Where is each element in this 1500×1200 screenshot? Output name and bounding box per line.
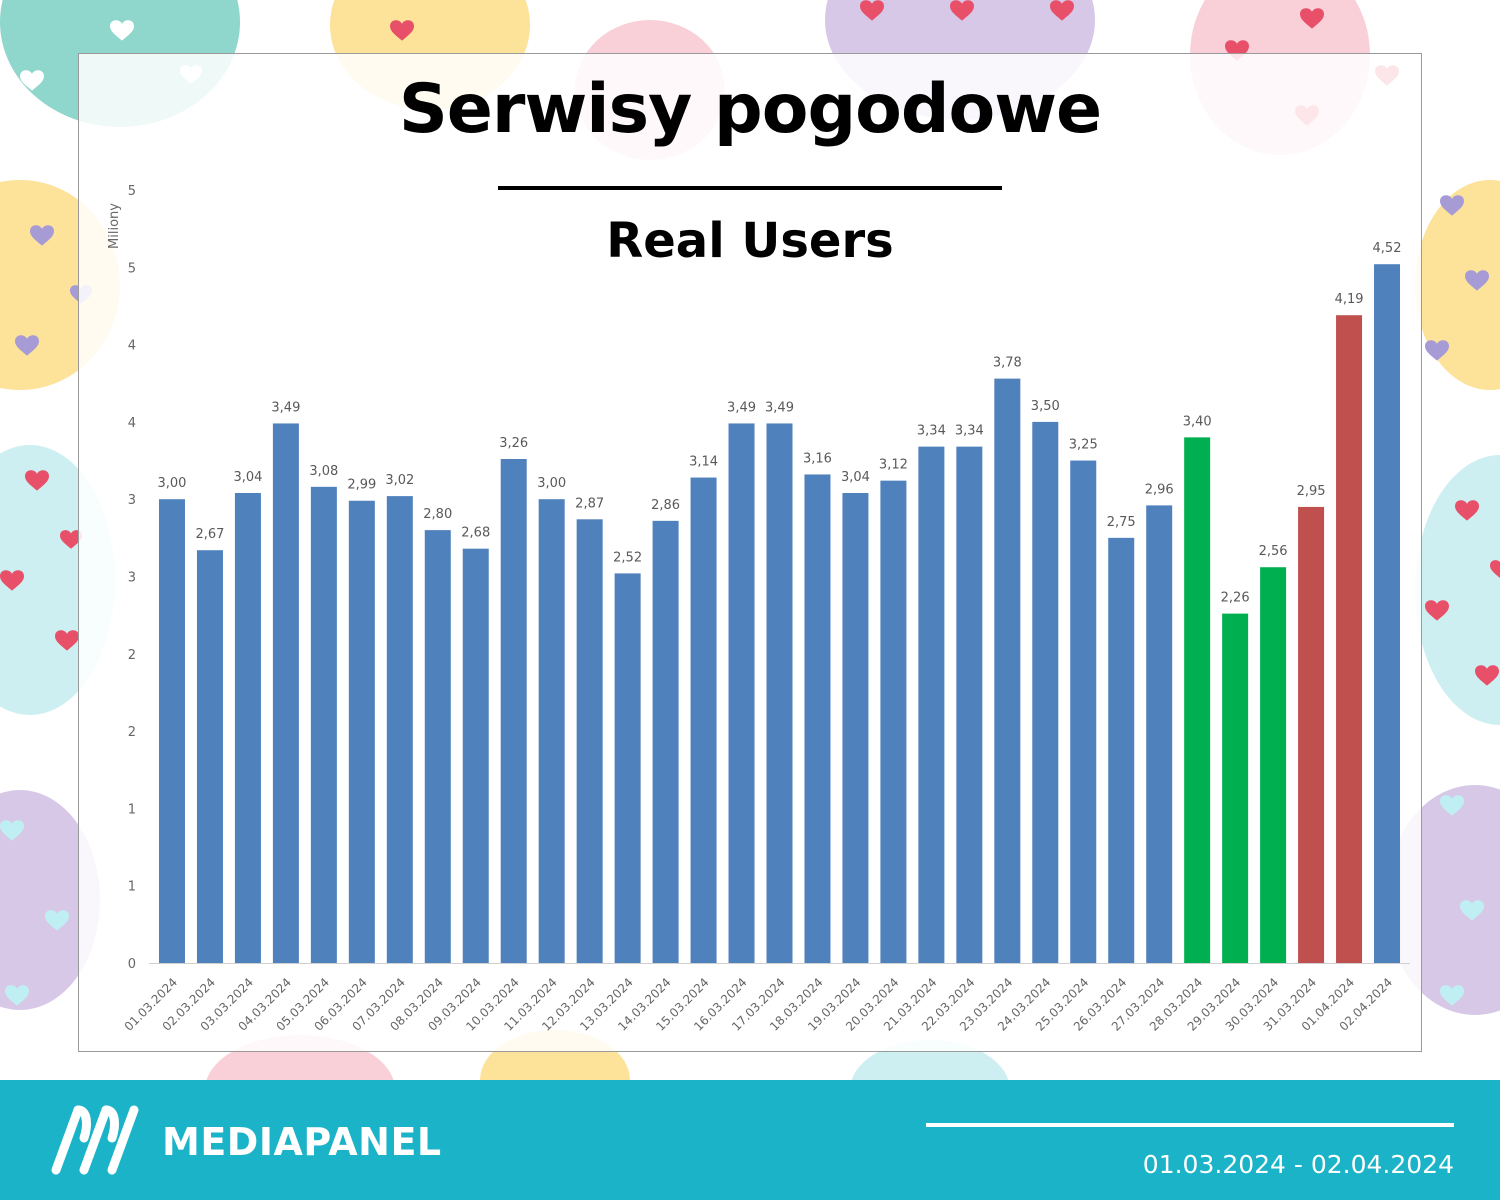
data-label: 3,00 — [158, 476, 187, 491]
bar — [728, 423, 755, 963]
bar — [462, 548, 489, 963]
data-label: 3,25 — [1069, 438, 1098, 453]
data-label: 2,87 — [575, 496, 604, 511]
bar — [1070, 460, 1097, 963]
bar — [1146, 505, 1173, 963]
data-label: 3,08 — [309, 464, 338, 479]
data-label: 3,49 — [271, 400, 300, 415]
data-label: 3,49 — [727, 400, 756, 415]
y-tick-label: 4 — [128, 339, 136, 354]
data-label: 4,52 — [1373, 241, 1402, 256]
y-tick-label: 3 — [128, 571, 136, 586]
bar — [576, 519, 603, 963]
data-label: 2,99 — [347, 478, 376, 493]
bar — [1298, 506, 1325, 963]
bar — [424, 530, 451, 963]
y-tick-label: 1 — [128, 880, 136, 895]
data-label: 3,00 — [537, 476, 566, 491]
y-tick-label: 0 — [128, 957, 136, 972]
bar — [538, 499, 565, 963]
data-label: 2,96 — [1145, 482, 1174, 497]
data-label: 2,26 — [1221, 591, 1250, 606]
y-tick-label: 5 — [128, 261, 136, 276]
data-label: 3,02 — [385, 473, 414, 488]
bar — [880, 480, 907, 963]
bar — [1184, 437, 1211, 963]
data-label: 3,12 — [879, 458, 908, 473]
chart-subtitle: Real Users — [606, 213, 894, 269]
bar — [1222, 613, 1249, 963]
data-label: 3,34 — [955, 424, 984, 439]
brand-name: MEDIAPANEL — [162, 1120, 442, 1164]
bar — [842, 493, 869, 963]
y-tick-label: 2 — [128, 648, 136, 663]
bar — [500, 459, 527, 963]
bar — [348, 500, 375, 963]
data-label: 2,80 — [423, 507, 452, 522]
bar — [272, 423, 299, 963]
data-label: 3,78 — [993, 356, 1022, 371]
date-range: 01.03.2024 - 02.04.2024 — [1142, 1150, 1454, 1179]
bar — [994, 378, 1021, 963]
data-label: 3,34 — [917, 424, 946, 439]
y-tick-label: 3 — [128, 493, 136, 508]
bar — [158, 499, 185, 963]
y-tick-label: 2 — [128, 725, 136, 740]
data-label: 3,40 — [1183, 414, 1212, 429]
data-label: 2,75 — [1107, 515, 1136, 530]
bar — [196, 550, 223, 963]
bar — [918, 446, 945, 963]
mediapanel-logo-icon — [51, 1105, 139, 1175]
bar — [766, 423, 793, 963]
y-axis-label: Miliony — [107, 203, 122, 249]
data-label: 3,26 — [499, 436, 528, 451]
egg-lavender-left — [0, 790, 100, 1010]
bar — [1374, 264, 1401, 963]
bar — [614, 573, 641, 963]
footer-bar: MEDIAPANEL 01.03.2024 - 02.04.2024 — [0, 1080, 1500, 1200]
data-label: 4,19 — [1335, 292, 1364, 307]
bar — [690, 477, 717, 963]
data-label: 3,14 — [689, 455, 718, 470]
data-label: 3,50 — [1031, 399, 1060, 414]
bar — [804, 474, 831, 963]
data-label: 3,04 — [233, 470, 262, 485]
bar — [1108, 537, 1135, 963]
bar-chart: 01122334455Miliony3,0001.03.20242,6702.0… — [107, 184, 1410, 1034]
data-label: 2,52 — [613, 550, 642, 565]
data-label: 2,68 — [461, 526, 490, 541]
bar — [1032, 421, 1059, 963]
data-label: 2,67 — [195, 527, 224, 542]
data-label: 3,04 — [841, 470, 870, 485]
bar — [234, 493, 261, 963]
data-label: 2,56 — [1259, 544, 1288, 559]
data-label: 2,95 — [1297, 484, 1326, 499]
bar — [386, 496, 413, 963]
bar — [310, 486, 337, 963]
egg-cyan-right — [1415, 455, 1500, 725]
y-tick-label: 4 — [128, 416, 136, 431]
egg-yellow-right — [1415, 180, 1500, 390]
bar — [652, 520, 679, 963]
bar — [1336, 315, 1363, 963]
data-label: 2,86 — [651, 498, 680, 513]
y-tick-label: 1 — [128, 802, 136, 817]
y-tick-label: 5 — [128, 184, 136, 199]
chart-title: Serwisy pogodowe — [398, 70, 1102, 149]
bar — [1260, 567, 1287, 963]
data-label: 3,49 — [765, 400, 794, 415]
title-divider — [498, 186, 1002, 190]
bar — [956, 446, 983, 963]
footer-divider — [926, 1123, 1454, 1127]
data-label: 3,16 — [803, 451, 832, 466]
